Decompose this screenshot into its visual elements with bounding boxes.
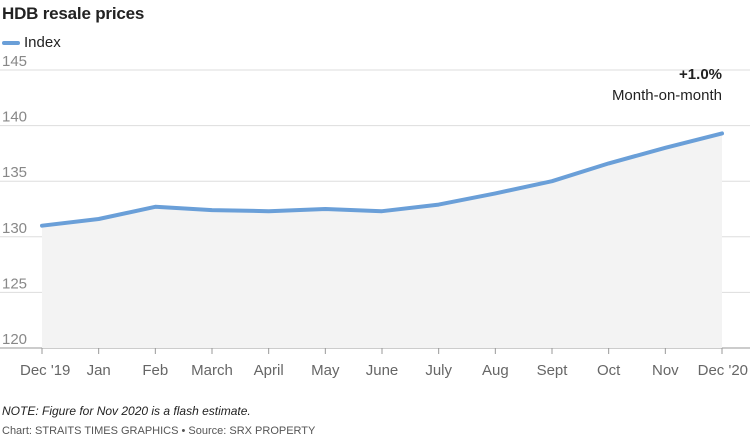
x-tick-label: Dec '20 bbox=[698, 362, 748, 379]
x-tick-label: June bbox=[366, 362, 399, 379]
footnote: NOTE: Figure for Nov 2020 is a flash est… bbox=[2, 404, 251, 418]
y-tick-label: 145 bbox=[2, 53, 27, 70]
x-tick-label: Jan bbox=[87, 362, 111, 379]
line-chart: 120 125 130 135 140 145 Dec '19 Jan Feb March Apr… bbox=[0, 53, 750, 379]
x-tick-label: Feb bbox=[142, 362, 168, 379]
x-tick-label: Dec '19 bbox=[20, 362, 70, 379]
x-tick-label: Aug bbox=[482, 362, 509, 379]
legend-swatch bbox=[2, 40, 20, 45]
y-axis-ticks: 120 125 130 135 140 145 bbox=[2, 53, 27, 348]
x-tick-label: March bbox=[191, 362, 233, 379]
y-tick-label: 125 bbox=[2, 275, 27, 292]
legend: Index bbox=[2, 34, 61, 51]
y-tick-label: 140 bbox=[2, 109, 27, 126]
chart-title: HDB resale prices bbox=[2, 4, 145, 23]
y-tick-label: 135 bbox=[2, 164, 27, 181]
y-tick-label: 130 bbox=[2, 220, 27, 237]
y-tick-label: 120 bbox=[2, 331, 27, 348]
source-credit: Chart: STRAITS TIMES GRAPHICS • Source: … bbox=[2, 425, 316, 437]
annotation-value: +1.0% bbox=[679, 66, 722, 83]
index-line bbox=[40, 131, 724, 228]
x-tick-label: July bbox=[425, 362, 452, 379]
x-tick-label: Oct bbox=[597, 362, 621, 379]
x-axis-ticks: Dec '19 Jan Feb March April May June July Aug Sep… bbox=[20, 348, 748, 379]
legend-label: Index bbox=[24, 34, 61, 51]
annotation-label: Month-on-month bbox=[612, 87, 722, 104]
x-tick-label: April bbox=[254, 362, 284, 379]
x-tick-label: Sept bbox=[537, 362, 569, 379]
x-tick-label: Nov bbox=[652, 362, 679, 379]
x-tick-label: May bbox=[311, 362, 340, 379]
area-fill bbox=[42, 133, 722, 348]
